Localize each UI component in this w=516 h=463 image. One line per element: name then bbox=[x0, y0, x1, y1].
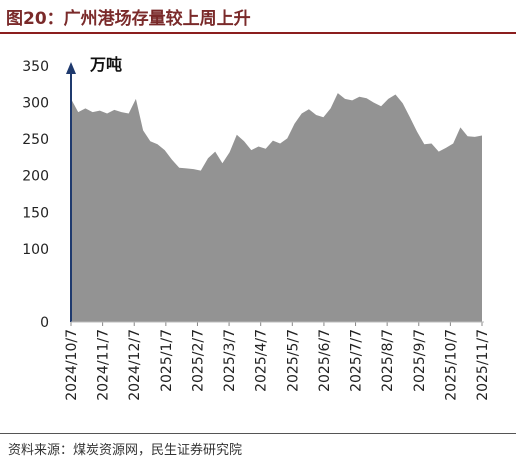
x-tick-label: 2024/10/7 bbox=[64, 329, 80, 401]
x-tick-label: 2024/12/7 bbox=[127, 329, 143, 401]
x-tick-label: 2025/3/7 bbox=[222, 329, 238, 392]
y-tick-label: 0 bbox=[40, 315, 49, 331]
chart-title: 图20：广州港场存量较上周上升 bbox=[6, 9, 251, 29]
x-tick-label: 2025/10/7 bbox=[443, 329, 459, 401]
source-note: 资料来源：煤炭资源网，民生证券研究院 bbox=[8, 443, 243, 458]
x-tick-label: 2025/11/7 bbox=[475, 329, 491, 401]
y-tick-label: 300 bbox=[22, 96, 49, 112]
x-tick-label: 2025/9/7 bbox=[412, 329, 428, 392]
footer-divider bbox=[0, 433, 516, 434]
x-tick-label: 2024/11/7 bbox=[96, 329, 112, 401]
y-tick-label: 200 bbox=[22, 169, 49, 185]
x-tick-label: 2025/7/7 bbox=[349, 329, 365, 392]
y-axis-ticks: 0 100 150 200 250 300 350 bbox=[22, 59, 49, 331]
y-tick-label: 150 bbox=[22, 205, 49, 221]
x-axis-ticks: 2024/10/7 2024/11/7 2024/12/7 2025/1/7 2025/… bbox=[64, 322, 491, 401]
unit-label: 万吨 bbox=[89, 55, 122, 74]
y-tick-label: 250 bbox=[22, 132, 49, 148]
y-tick-label: 350 bbox=[22, 59, 49, 75]
x-tick-label: 2025/5/7 bbox=[285, 329, 301, 392]
x-tick-label: 2025/6/7 bbox=[317, 329, 333, 392]
x-tick-label: 2025/4/7 bbox=[254, 329, 270, 392]
x-tick-label: 2025/1/7 bbox=[159, 329, 175, 392]
x-tick-label: 2025/2/7 bbox=[190, 329, 206, 392]
x-tick-label: 2025/8/7 bbox=[380, 329, 396, 392]
series-area bbox=[71, 93, 482, 322]
y-tick-label: 100 bbox=[22, 242, 49, 258]
title-divider bbox=[0, 32, 516, 34]
y-axis-arrow bbox=[66, 62, 76, 74]
